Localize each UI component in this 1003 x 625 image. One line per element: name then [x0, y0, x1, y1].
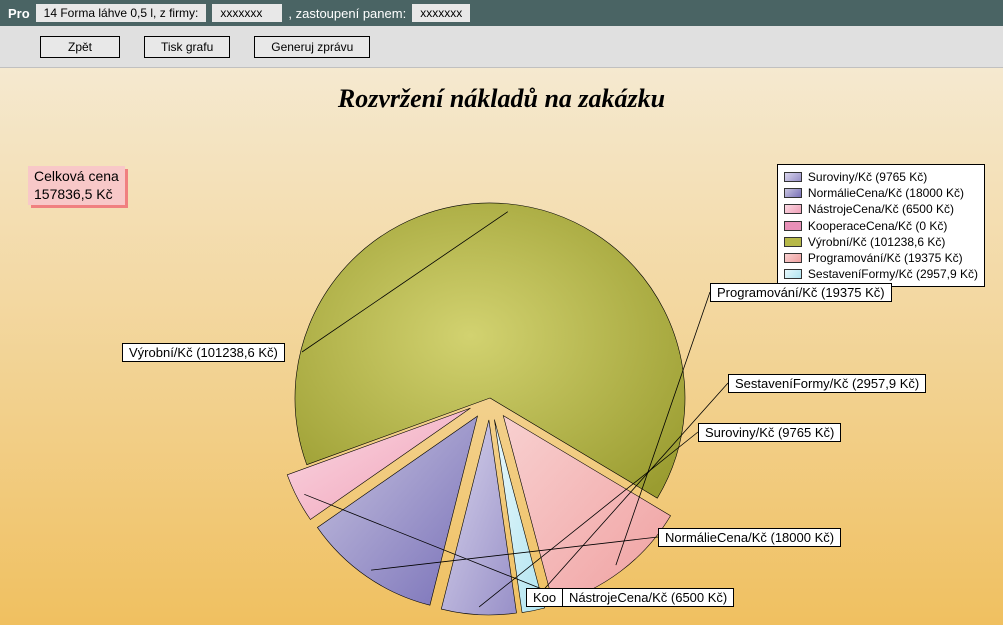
- callout-normalie: NormálieCena/Kč (18000 Kč): [658, 528, 841, 547]
- print-chart-button[interactable]: Tisk grafu: [144, 36, 230, 58]
- pro-label: Pro: [8, 6, 30, 21]
- callout-sestaveni: SestaveníFormy/Kč (2957,9 Kč): [728, 374, 926, 393]
- header-bar: Pro 14 Forma láhve 0,5 l, z firmy: xxxxx…: [0, 0, 1003, 26]
- rep-field[interactable]: xxxxxxx: [412, 4, 470, 22]
- callout-programovani: Programování/Kč (19375 Kč): [710, 283, 892, 302]
- generate-report-button[interactable]: Generuj zprávu: [254, 36, 370, 58]
- chart-area: Rozvržení nákladů na zakázku Celková cen…: [0, 68, 1003, 625]
- toolbar: Zpět Tisk grafu Generuj zprávu: [0, 26, 1003, 68]
- callout-nastroje: NástrojeCena/Kč (6500 Kč): [562, 588, 734, 607]
- rep-label: , zastoupení panem:: [288, 6, 406, 21]
- back-button[interactable]: Zpět: [40, 36, 120, 58]
- product-field: 14 Forma láhve 0,5 l, z firmy:: [36, 4, 207, 22]
- callout-vyrobni: Výrobní/Kč (101238,6 Kč): [122, 343, 285, 362]
- callout-kooperace-hint: Koo: [526, 588, 563, 607]
- firm-field[interactable]: xxxxxxx: [212, 4, 282, 22]
- callout-suroviny: Suroviny/Kč (9765 Kč): [698, 423, 841, 442]
